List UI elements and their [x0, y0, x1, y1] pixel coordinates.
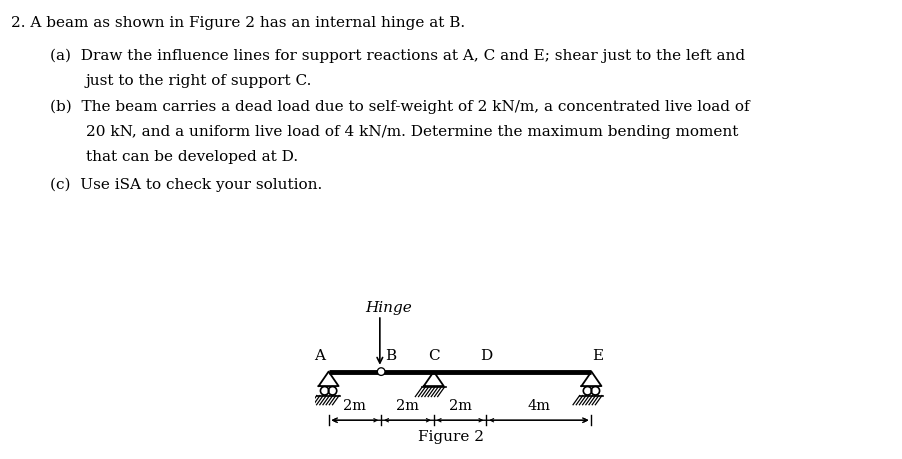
- Text: (a)  Draw the influence lines for support reactions at A, C and E; shear just to: (a) Draw the influence lines for support…: [50, 48, 745, 62]
- Text: 20 kN, and a uniform live load of 4 kN/m. Determine the maximum bending moment: 20 kN, and a uniform live load of 4 kN/m…: [86, 125, 738, 139]
- Text: B: B: [385, 349, 396, 363]
- Text: (c)  Use iSA to check your solution.: (c) Use iSA to check your solution.: [50, 178, 322, 192]
- Text: 2m: 2m: [448, 398, 472, 413]
- Circle shape: [378, 369, 384, 375]
- Text: A: A: [314, 349, 325, 363]
- Text: 2m: 2m: [344, 398, 366, 413]
- Text: 2. A beam as shown in Figure 2 has an internal hinge at B.: 2. A beam as shown in Figure 2 has an in…: [11, 16, 465, 30]
- Text: Hinge: Hinge: [365, 300, 412, 314]
- Text: 4m: 4m: [528, 398, 550, 413]
- Text: D: D: [480, 349, 492, 363]
- Text: Figure 2: Figure 2: [418, 429, 484, 443]
- Text: that can be developed at D.: that can be developed at D.: [86, 150, 298, 164]
- Text: just to the right of support C.: just to the right of support C.: [86, 73, 312, 87]
- Text: (b)  The beam carries a dead load due to self-weight of 2 kN/m, a concentrated l: (b) The beam carries a dead load due to …: [50, 100, 750, 114]
- Text: C: C: [428, 349, 439, 363]
- Text: E: E: [593, 349, 603, 363]
- Text: 2m: 2m: [396, 398, 419, 413]
